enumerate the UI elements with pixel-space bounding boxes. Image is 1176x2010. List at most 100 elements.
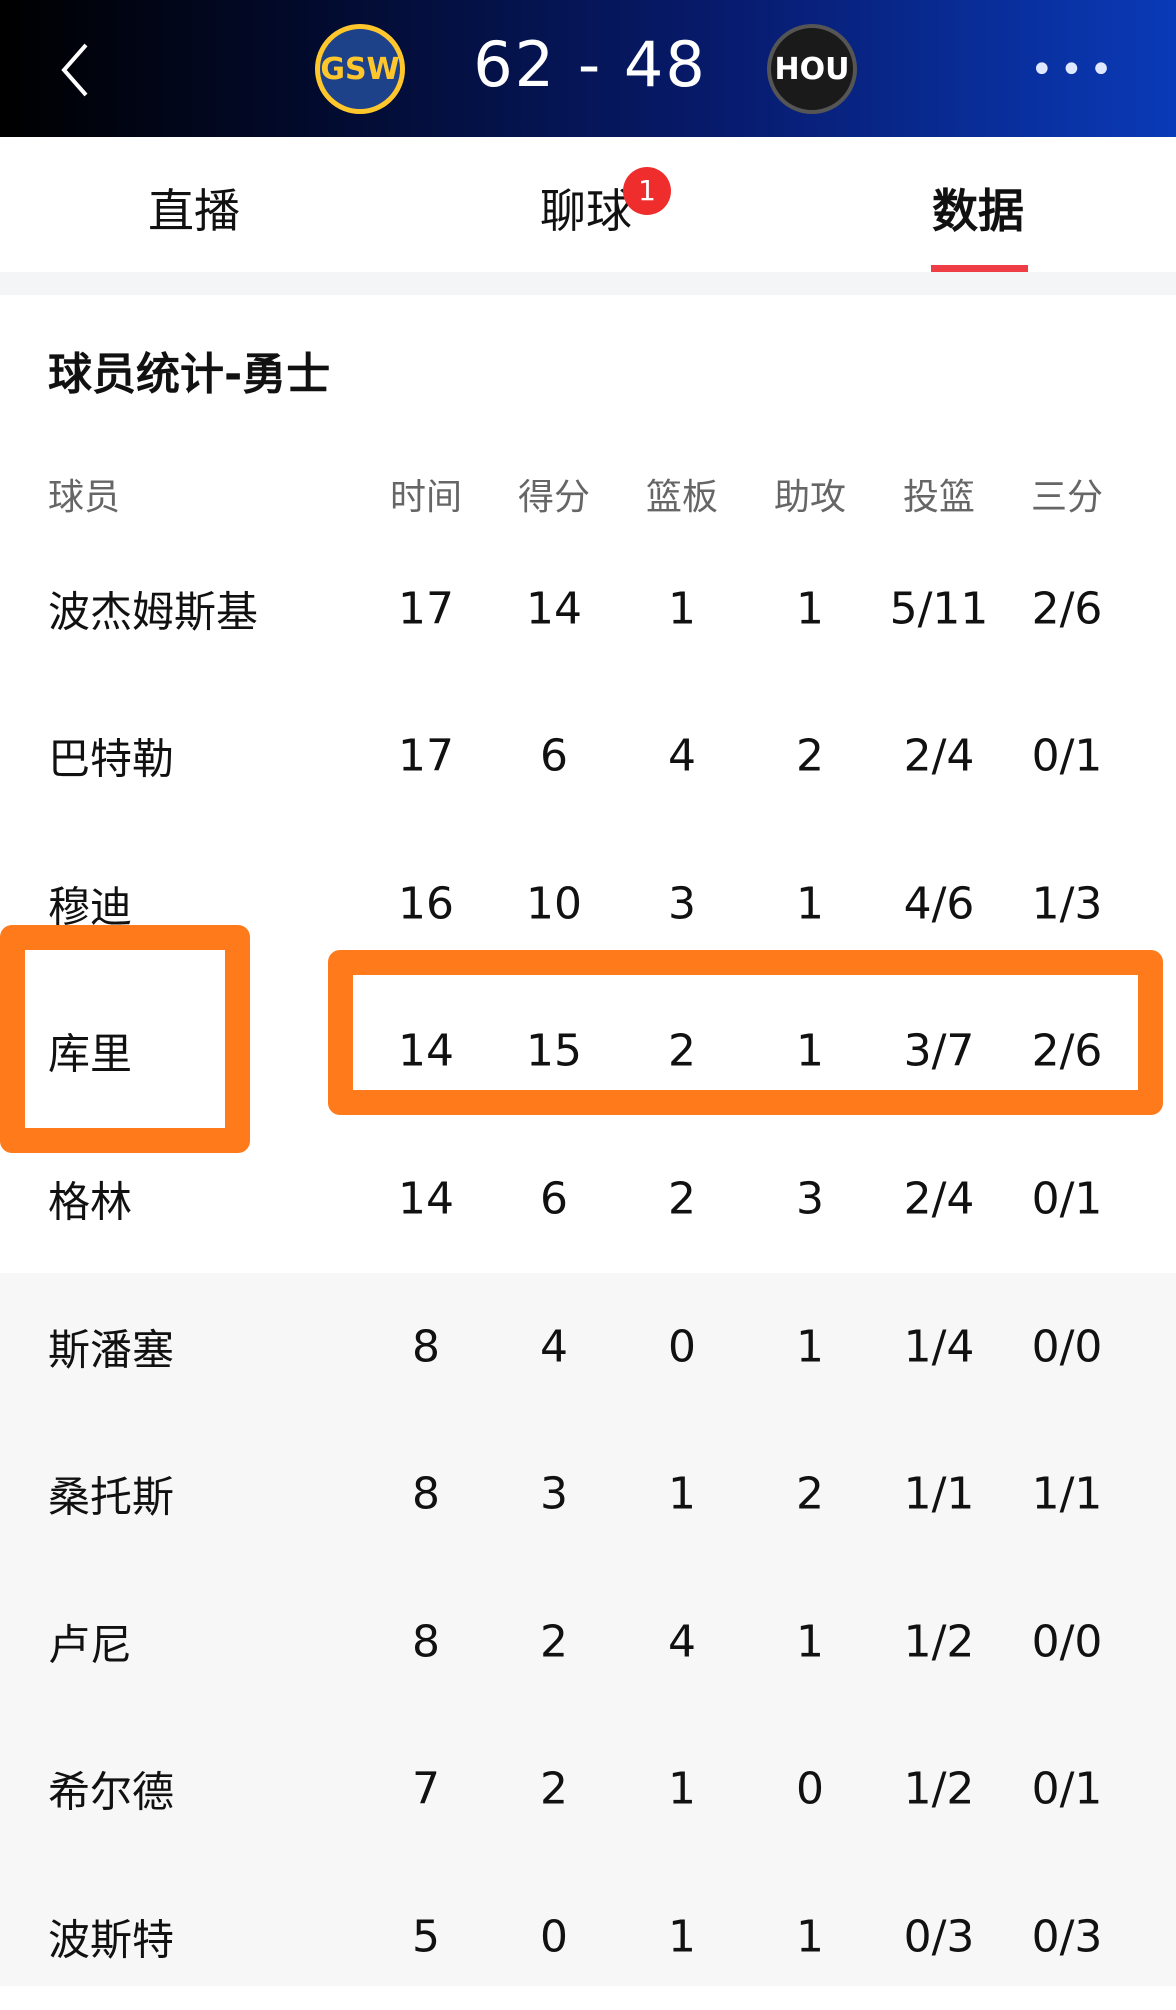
section-title: 球员统计-勇士	[48, 349, 331, 400]
stat-cell: 0/3	[1031, 1911, 1103, 1963]
stat-cell: 1	[668, 1763, 696, 1815]
tab-chat[interactable]: 聊球	[540, 184, 632, 238]
stat-cell: 8	[412, 1616, 440, 1668]
back-icon[interactable]	[56, 40, 96, 100]
stat-cell: 2	[540, 1763, 568, 1815]
game-header: GSW 62 - 48 HOU •••	[0, 0, 1176, 137]
stat-cell: 0/1	[1031, 1173, 1103, 1225]
stat-cell: 0/1	[1031, 1763, 1103, 1815]
player-name[interactable]: 希尔德	[48, 1767, 175, 1817]
stat-cell: 2	[668, 1025, 696, 1077]
highlight-box-stats	[328, 950, 1163, 1115]
column-header[interactable]: 篮板	[645, 477, 719, 518]
stat-cell: 4	[668, 730, 696, 782]
player-name[interactable]: 桑托斯	[48, 1472, 175, 1522]
stat-cell: 4	[540, 1321, 568, 1372]
player-name[interactable]: 穆迪	[48, 882, 133, 932]
stat-cell: 2	[796, 1468, 824, 1520]
highlight-box-name	[0, 925, 250, 1153]
stat-cell: 3	[796, 1173, 824, 1225]
stat-cell: 0/0	[1031, 1616, 1103, 1668]
home-team-abbr: GSW	[320, 51, 400, 87]
stat-cell: 6	[540, 1173, 568, 1225]
home-team-logo[interactable]: GSW	[315, 24, 405, 114]
column-header[interactable]: 时间	[389, 477, 463, 518]
column-header[interactable]: 得分	[517, 477, 591, 518]
column-header[interactable]: 助攻	[773, 477, 847, 518]
stat-cell: 2/6	[1031, 1025, 1103, 1077]
stat-cell: 1	[668, 1468, 696, 1520]
player-name[interactable]: 卢尼	[48, 1620, 133, 1670]
home-score: 62	[473, 28, 557, 101]
stat-cell: 2	[796, 730, 824, 782]
player-name[interactable]: 波斯特	[48, 1915, 175, 1965]
stat-cell: 0/1	[1031, 730, 1103, 782]
tab-live[interactable]: 直播	[148, 184, 240, 238]
stat-cell: 0	[540, 1911, 568, 1963]
stat-cell: 5/11	[889, 583, 989, 634]
score-separator: -	[577, 28, 603, 101]
stat-cell: 2/6	[1031, 583, 1103, 634]
player-name[interactable]: 斯潘塞	[48, 1325, 175, 1374]
stat-cell: 14	[398, 1173, 454, 1225]
stat-cell: 1/2	[903, 1616, 975, 1668]
stat-cell: 1/4	[903, 1321, 975, 1372]
bench-background	[0, 1273, 1176, 1986]
stat-cell: 0	[668, 1321, 696, 1372]
stat-cell: 7	[412, 1763, 440, 1815]
stat-cell: 3/7	[903, 1025, 975, 1077]
stat-cell: 14	[398, 1025, 454, 1077]
stat-cell: 4	[668, 1616, 696, 1668]
stat-cell: 1	[796, 1025, 824, 1077]
stat-cell: 8	[412, 1468, 440, 1520]
stat-cell: 1/2	[903, 1763, 975, 1815]
scoreboard: 62 - 48	[460, 28, 720, 101]
stat-cell: 14	[526, 583, 582, 634]
stat-cell: 17	[398, 583, 454, 634]
tab-bar: 直播 聊球 数据	[0, 137, 1176, 272]
tab-stats[interactable]: 数据	[932, 184, 1024, 238]
stat-cell: 1/3	[1031, 878, 1103, 930]
player-name[interactable]: 格林	[48, 1177, 133, 1227]
player-name[interactable]: 波杰姆斯基	[48, 587, 259, 636]
stat-cell: 17	[398, 730, 454, 782]
stat-cell: 15	[526, 1025, 582, 1077]
away-team-abbr: HOU	[774, 51, 850, 87]
stat-cell: 1	[796, 1616, 824, 1668]
stat-cell: 6	[540, 730, 568, 782]
player-name[interactable]: 库里	[48, 1029, 133, 1079]
stat-cell: 1	[668, 583, 696, 634]
stat-cell: 1	[796, 1911, 824, 1963]
stat-cell: 1/1	[903, 1468, 975, 1520]
away-team-logo[interactable]: HOU	[767, 24, 857, 114]
column-header[interactable]: 投篮	[902, 477, 976, 518]
stat-cell: 1	[668, 1911, 696, 1963]
stat-cell: 5	[412, 1911, 440, 1963]
column-header[interactable]: 三分	[1030, 477, 1104, 518]
stat-cell: 1	[796, 1321, 824, 1372]
stat-cell: 0	[796, 1763, 824, 1815]
stat-cell: 1	[796, 878, 824, 930]
stat-cell: 3	[540, 1468, 568, 1520]
column-header[interactable]: 球员	[48, 477, 121, 518]
divider	[0, 272, 1176, 295]
stat-cell: 3	[668, 878, 696, 930]
stat-cell: 2/4	[903, 730, 975, 782]
stat-cell: 0/0	[1031, 1321, 1103, 1372]
active-tab-indicator	[931, 265, 1028, 273]
player-name[interactable]: 巴特勒	[48, 734, 175, 784]
stat-cell: 2/4	[903, 1173, 975, 1225]
chat-badge: 1	[623, 167, 671, 215]
stat-cell: 16	[398, 878, 454, 930]
more-icon[interactable]: •••	[1030, 47, 1119, 93]
